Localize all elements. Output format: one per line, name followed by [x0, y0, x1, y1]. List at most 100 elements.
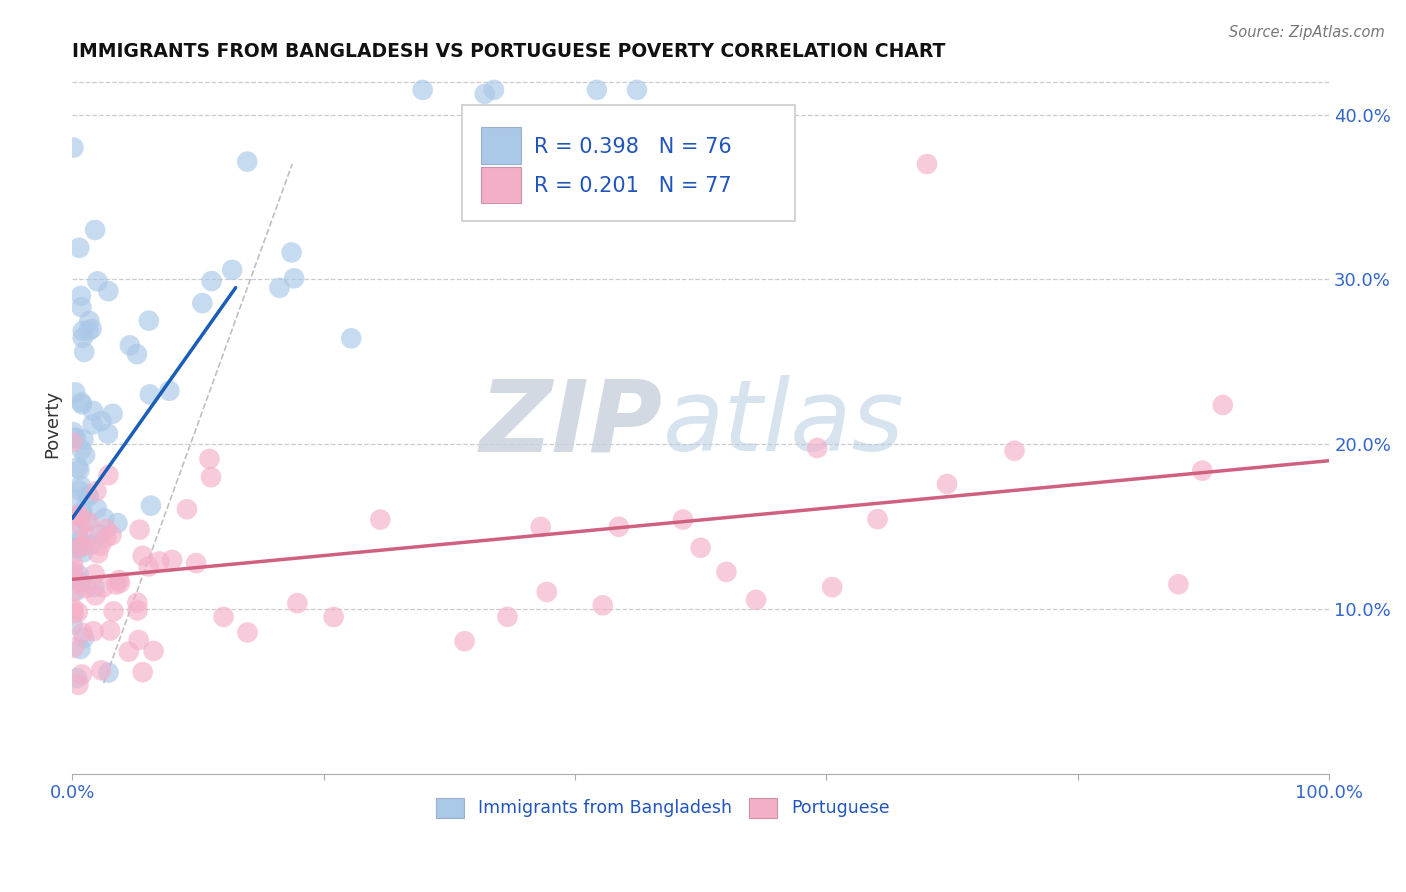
Point [98, 624, 121, 638]
Point [128, 632, 150, 647]
Point [70, 289, 93, 303]
Y-axis label: Poverty: Poverty [44, 390, 60, 458]
FancyBboxPatch shape [481, 128, 522, 164]
Point [69, 463, 91, 477]
Point [107, 516, 129, 530]
Point [283, 271, 305, 285]
Point [80, 322, 103, 336]
Point [128, 523, 150, 537]
FancyBboxPatch shape [463, 105, 794, 220]
Point [72, 539, 94, 553]
Point [87, 546, 110, 560]
Point [474, 87, 496, 101]
Text: atlas: atlas [664, 376, 904, 472]
Point [62, 542, 84, 557]
Point [82, 404, 104, 418]
Point [186, 556, 208, 570]
Point [67, 241, 90, 255]
Point [159, 384, 181, 398]
Point [108, 573, 131, 587]
Point [62, 140, 84, 154]
Point [221, 262, 243, 277]
Point [496, 609, 519, 624]
Point [70, 667, 93, 681]
Point [586, 83, 609, 97]
Point [70, 395, 93, 409]
Point [1191, 464, 1213, 478]
Point [280, 245, 302, 260]
Point [125, 347, 148, 361]
Point [97, 468, 120, 483]
Point [236, 154, 259, 169]
Point [82, 417, 104, 432]
Point [148, 554, 170, 568]
Point [89, 527, 111, 541]
Point [93, 511, 115, 525]
Point [67, 483, 90, 498]
Point [70, 442, 93, 457]
Point [97, 665, 120, 680]
Point [138, 314, 160, 328]
Point [80, 537, 103, 551]
Point [65, 385, 87, 400]
Point [69, 533, 91, 548]
Point [340, 331, 363, 345]
Point [866, 512, 889, 526]
Point [77, 324, 100, 338]
Point [105, 577, 128, 591]
Point [160, 553, 183, 567]
Point [86, 274, 108, 288]
Point [83, 567, 105, 582]
Point [72, 545, 94, 559]
Point [72, 625, 94, 640]
Point [66, 460, 89, 475]
Point [139, 387, 162, 401]
Point [131, 665, 153, 679]
Point [65, 431, 87, 445]
Point [626, 83, 648, 97]
Point [72, 331, 94, 345]
Point [96, 531, 118, 545]
Point [67, 678, 90, 692]
Point [86, 483, 108, 498]
Point [90, 664, 112, 678]
Point [191, 296, 214, 310]
Point [66, 526, 89, 541]
Point [62, 557, 84, 571]
Point [75, 515, 97, 529]
Point [76, 487, 98, 501]
Point [412, 83, 434, 97]
Point [131, 549, 153, 563]
Point [72, 433, 94, 447]
Point [86, 501, 108, 516]
Point [118, 338, 141, 352]
Point [67, 509, 90, 524]
Point [89, 539, 111, 553]
Point [67, 567, 90, 582]
Point [100, 528, 122, 542]
Point [70, 397, 93, 411]
Point [212, 610, 235, 624]
Point [236, 625, 259, 640]
Text: ZIP: ZIP [479, 376, 664, 472]
Point [67, 508, 90, 522]
Point [142, 644, 165, 658]
Point [73, 448, 96, 462]
Point [62, 425, 84, 439]
Point [530, 520, 553, 534]
Point [1004, 443, 1026, 458]
Text: IMMIGRANTS FROM BANGLADESH VS PORTUGUESE POVERTY CORRELATION CHART: IMMIGRANTS FROM BANGLADESH VS PORTUGUESE… [72, 42, 946, 61]
Point [76, 530, 98, 544]
Point [62, 563, 84, 577]
Point [70, 507, 93, 521]
Point [66, 492, 89, 507]
Point [67, 541, 90, 556]
Point [176, 502, 198, 516]
Point [91, 581, 114, 595]
Point [108, 576, 131, 591]
Point [592, 599, 614, 613]
Point [200, 470, 222, 484]
Point [915, 157, 938, 171]
Point [62, 585, 84, 599]
Point [75, 581, 97, 595]
